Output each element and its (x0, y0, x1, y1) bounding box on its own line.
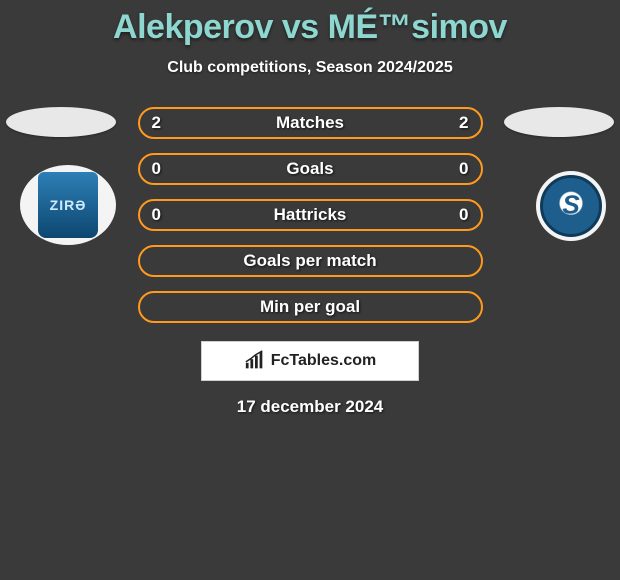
stat-row-matches: 2 Matches 2 (138, 107, 483, 139)
stat-row-goals: 0 Goals 0 (138, 153, 483, 185)
comparison-container: ZIRƏ S 2 Matches 2 0 Goals 0 0 Hattricks… (0, 107, 620, 417)
club-badge-left-inner: ZIRƏ (38, 172, 98, 238)
brand-box: FcTables.com (201, 341, 419, 381)
club-badge-left-label: ZIRƏ (50, 197, 87, 213)
stat-row-min-per-goal: Min per goal (138, 291, 483, 323)
stat-right-value: 0 (459, 205, 468, 225)
stat-label: Matches (276, 113, 344, 133)
club-badge-left: ZIRƏ (20, 165, 116, 245)
club-badge-right-letter: S (562, 189, 579, 220)
club-badge-right: S (536, 171, 606, 241)
stat-right-value: 0 (459, 159, 468, 179)
stat-rows: 2 Matches 2 0 Goals 0 0 Hattricks 0 Goal… (138, 107, 483, 323)
stat-row-hattricks: 0 Hattricks 0 (138, 199, 483, 231)
stat-label: Hattricks (274, 205, 347, 225)
brand-text: FcTables.com (271, 352, 377, 370)
stat-right-value: 2 (459, 113, 468, 133)
player-avatar-right (504, 107, 614, 137)
stat-left-value: 0 (152, 205, 161, 225)
page-title: Alekperov vs MÉ™simov (0, 0, 620, 47)
stat-left-value: 0 (152, 159, 161, 179)
stat-label: Goals per match (243, 251, 376, 271)
bar-chart-icon (244, 350, 266, 372)
stat-label: Goals (286, 159, 333, 179)
stat-label: Min per goal (260, 297, 360, 317)
date-label: 17 december 2024 (0, 397, 620, 417)
subtitle: Club competitions, Season 2024/2025 (0, 59, 620, 77)
club-badge-right-inner: S (540, 175, 602, 237)
player-avatar-left (6, 107, 116, 137)
stat-row-goals-per-match: Goals per match (138, 245, 483, 277)
stat-left-value: 2 (152, 113, 161, 133)
